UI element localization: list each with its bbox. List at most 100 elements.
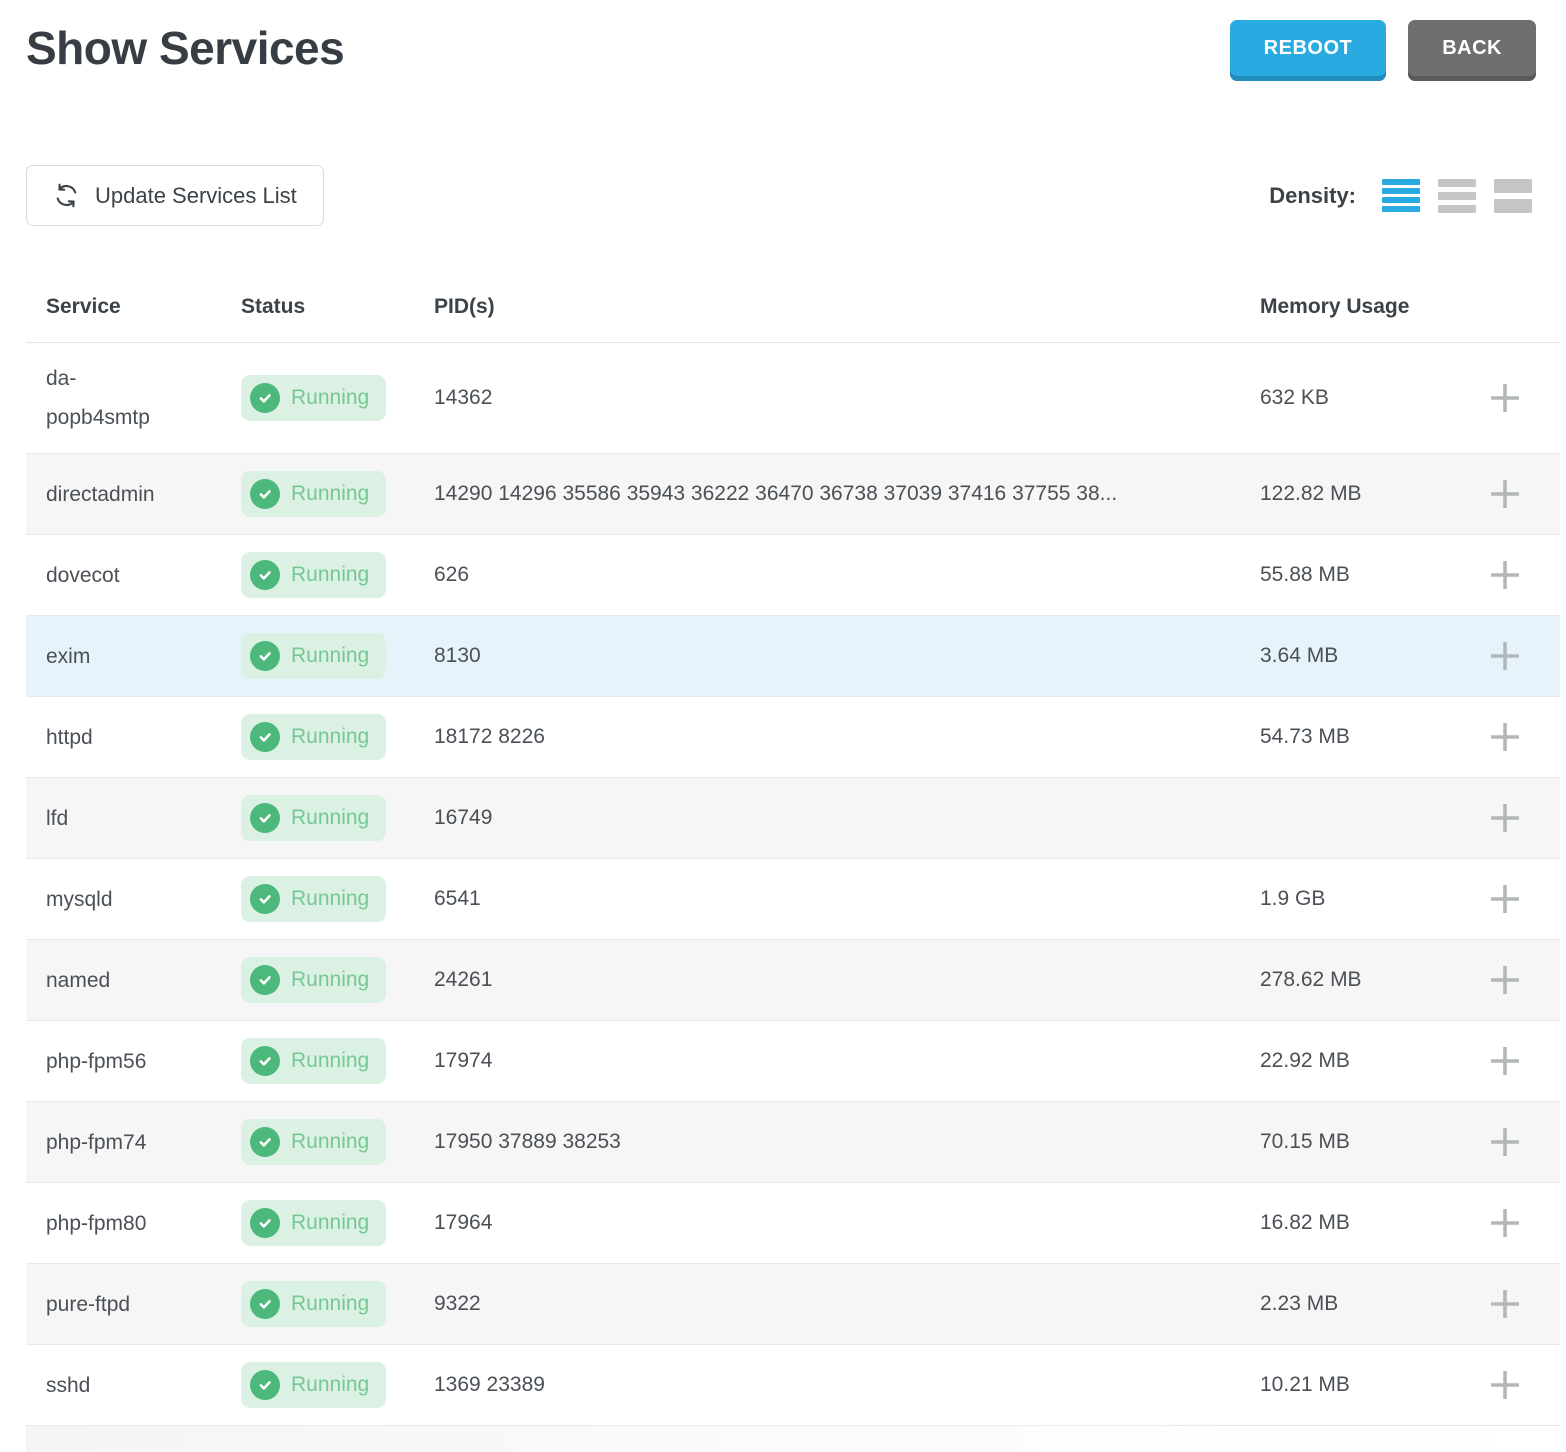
- status-cell: Running: [221, 1281, 414, 1327]
- status-cell: Running: [221, 471, 414, 517]
- expand-row-button[interactable]: [1488, 558, 1522, 592]
- status-badge: Running: [241, 1362, 387, 1408]
- expand-row-button[interactable]: [1488, 801, 1522, 835]
- density-switcher: Density:: [1269, 178, 1532, 213]
- memory-cell: 16.82 MB: [1260, 1211, 1350, 1234]
- service-name: named: [46, 968, 111, 992]
- service-cell: httpd: [26, 718, 221, 757]
- check-circle-icon: [250, 1208, 280, 1238]
- pids-cell: 14362: [434, 386, 493, 409]
- status-badge-label: Running: [291, 1130, 370, 1153]
- memory-cell: 70.15 MB: [1260, 1130, 1350, 1153]
- expand-row-button[interactable]: [1488, 477, 1522, 511]
- density-medium-icon[interactable]: [1438, 178, 1476, 213]
- memory-cell: 10.21 MB: [1260, 1373, 1350, 1396]
- status-badge: Running: [241, 795, 387, 841]
- table-row: pure-ftpd Running 9322 2.23 MB: [26, 1264, 1560, 1345]
- status-badge: Running: [241, 1200, 387, 1246]
- expand-row-button[interactable]: [1488, 1287, 1522, 1321]
- services-table: Service Status PID(s) Memory Usage da-po…: [26, 272, 1560, 1426]
- table-row: da-popb4smtp Running 14362 632 KB: [26, 343, 1560, 454]
- check-circle-icon: [250, 965, 280, 995]
- status-badge-label: Running: [291, 968, 370, 991]
- pids-cell: 16749: [434, 806, 493, 829]
- service-cell: named: [26, 961, 221, 1000]
- expand-row-button[interactable]: [1488, 1125, 1522, 1159]
- table-row: lfd Running 16749: [26, 778, 1560, 859]
- table-row: httpd Running 18172 8226 54.73 MB: [26, 697, 1560, 778]
- back-button[interactable]: BACK: [1408, 20, 1536, 81]
- pids-cell: 17950 37889 38253: [434, 1130, 621, 1153]
- status-badge-label: Running: [291, 1292, 370, 1315]
- status-badge: Running: [241, 375, 387, 421]
- memory-cell: 1.9 GB: [1260, 887, 1326, 910]
- service-cell: php-fpm56: [26, 1042, 221, 1081]
- service-cell: lfd: [26, 799, 221, 838]
- status-cell: Running: [221, 552, 414, 598]
- pids-cell: 17964: [434, 1211, 493, 1234]
- pids-cell: 626: [434, 563, 470, 586]
- service-name: php-fpm74: [46, 1130, 147, 1154]
- pids-cell: 8130: [434, 644, 481, 667]
- service-cell: pure-ftpd: [26, 1285, 221, 1324]
- expand-row-button[interactable]: [1488, 882, 1522, 916]
- status-badge: Running: [241, 714, 387, 760]
- service-name: php-fpm80: [46, 1211, 147, 1235]
- expand-row-button[interactable]: [1488, 639, 1522, 673]
- table-header: Service Status PID(s) Memory Usage: [26, 272, 1560, 343]
- status-badge: Running: [241, 471, 387, 517]
- check-circle-icon: [250, 1127, 280, 1157]
- topbar: Show Services REBOOT BACK: [0, 0, 1566, 81]
- status-cell: Running: [221, 714, 414, 760]
- top-actions: REBOOT BACK: [1229, 20, 1536, 81]
- status-badge-label: Running: [291, 806, 370, 829]
- density-label: Density:: [1269, 182, 1356, 208]
- service-cell: dovecot: [26, 556, 221, 595]
- expand-row-button[interactable]: [1488, 1044, 1522, 1078]
- memory-cell: 55.88 MB: [1260, 563, 1350, 586]
- status-badge: Running: [241, 1038, 387, 1084]
- status-badge-label: Running: [291, 887, 370, 910]
- expand-row-button[interactable]: [1488, 1368, 1522, 1402]
- expand-cell: [1450, 801, 1560, 835]
- table-row: sshd Running 1369 23389 10.21 MB: [26, 1345, 1560, 1426]
- update-services-button[interactable]: Update Services List: [26, 165, 324, 226]
- density-compact-icon[interactable]: [1382, 178, 1420, 213]
- status-badge-label: Running: [291, 1373, 370, 1396]
- check-circle-icon: [250, 1289, 280, 1319]
- density-comfortable-icon[interactable]: [1494, 178, 1532, 213]
- page-title: Show Services: [26, 22, 345, 74]
- expand-row-button[interactable]: [1488, 1206, 1522, 1240]
- service-name: sshd: [46, 1373, 91, 1397]
- table-row: php-fpm56 Running 17974 22.92 MB: [26, 1021, 1560, 1102]
- service-name: da-popb4smtp: [46, 367, 150, 429]
- status-cell: Running: [221, 375, 414, 421]
- expand-row-button[interactable]: [1488, 381, 1522, 415]
- status-cell: Running: [221, 633, 414, 679]
- table-row: dovecot Running 626 55.88 MB: [26, 535, 1560, 616]
- pids-cell: 9322: [434, 1292, 481, 1315]
- service-cell: da-popb4smtp: [26, 359, 221, 437]
- service-name: exim: [46, 644, 91, 668]
- service-cell: directadmin: [26, 475, 221, 514]
- expand-row-button[interactable]: [1488, 720, 1522, 754]
- table-row: directadmin Running 14290 14296 35586 35…: [26, 454, 1560, 535]
- expand-cell: [1450, 1206, 1560, 1240]
- service-cell: sshd: [26, 1366, 221, 1405]
- table-row: php-fpm74 Running 17950 37889 38253 70.1…: [26, 1102, 1560, 1183]
- status-cell: Running: [221, 876, 414, 922]
- memory-cell: 3.64 MB: [1260, 644, 1339, 667]
- status-badge-label: Running: [291, 563, 370, 586]
- check-circle-icon: [250, 1046, 280, 1076]
- column-header-memory: Memory Usage: [1260, 295, 1410, 318]
- refresh-icon: [53, 182, 80, 209]
- reboot-button[interactable]: REBOOT: [1229, 20, 1387, 81]
- expand-row-button[interactable]: [1488, 963, 1522, 997]
- check-circle-icon: [250, 560, 280, 590]
- pids-cell: 17974: [434, 1049, 493, 1072]
- pids-cell: 18172 8226: [434, 725, 545, 748]
- expand-cell: [1450, 639, 1560, 673]
- pids-cell: 1369 23389: [434, 1373, 545, 1396]
- memory-cell: 2.23 MB: [1260, 1292, 1339, 1315]
- expand-cell: [1450, 882, 1560, 916]
